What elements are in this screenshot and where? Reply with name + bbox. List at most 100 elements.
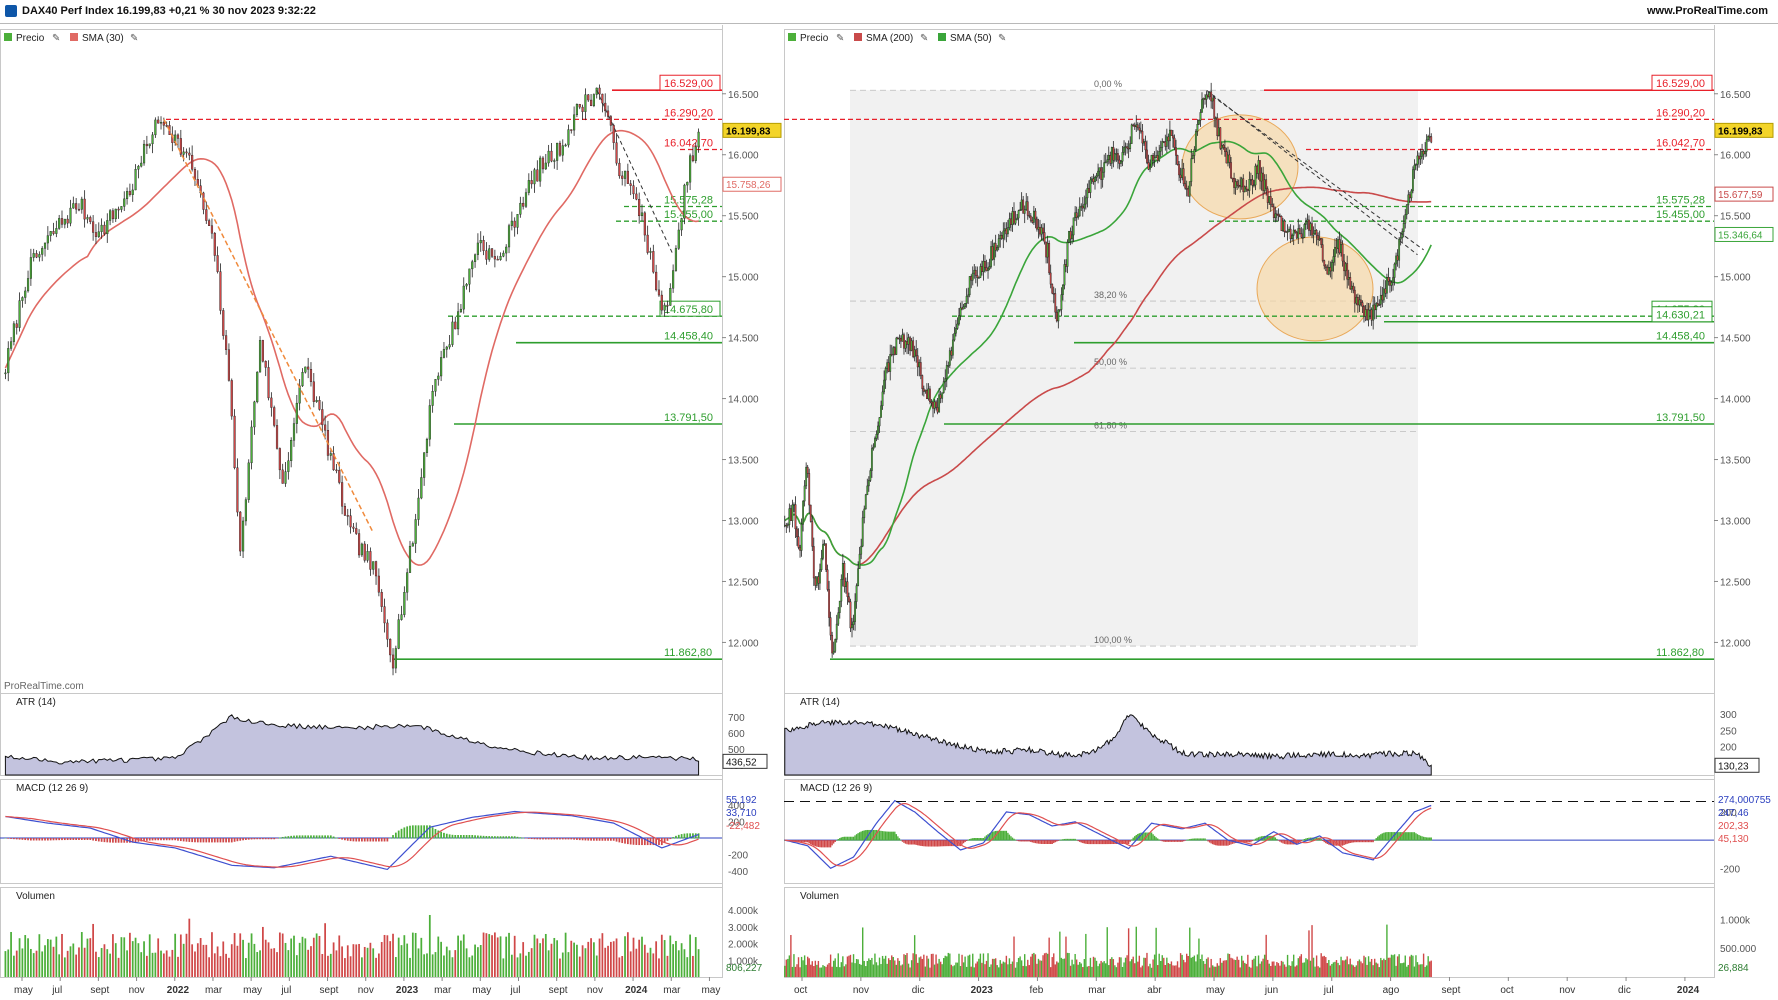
candle (686, 181, 689, 193)
macd-histogram-bar (1144, 832, 1147, 841)
volume-bar (1068, 953, 1070, 977)
candle-body (369, 551, 372, 570)
volume-bar (123, 937, 126, 977)
macd-histogram-bar (1153, 835, 1156, 841)
macd-histogram-bar (1430, 837, 1432, 841)
candle-body (1032, 210, 1035, 223)
macd-histogram-bar (1017, 840, 1020, 842)
macd-histogram-bar (205, 838, 208, 843)
volume-bar (836, 966, 838, 977)
candle-body (655, 271, 658, 291)
macd-histogram-bar (420, 825, 423, 839)
candle (652, 244, 655, 274)
candle-body (1378, 304, 1381, 306)
volume-bar (593, 942, 595, 977)
macd-histogram-bar (129, 838, 131, 843)
volume-bar (930, 953, 933, 977)
volume-bar (1224, 960, 1226, 977)
candle-body (1324, 265, 1327, 268)
candle (49, 230, 52, 242)
volume-bar (112, 934, 114, 977)
volume-bar (1429, 961, 1431, 977)
volume-bar (933, 964, 936, 977)
candle (377, 568, 380, 597)
candle-body (956, 323, 959, 329)
macd-histogram-bar (191, 838, 194, 843)
volume-bar (813, 966, 815, 977)
macd-line (784, 803, 1432, 867)
macd-histogram-bar (1186, 839, 1188, 841)
macd-tick-label: -400 (728, 867, 748, 878)
volume-bar (1031, 953, 1034, 977)
volume-bar (1320, 953, 1322, 977)
candle (629, 180, 632, 196)
candle (852, 614, 855, 631)
atr-value-label: 130,23 (1718, 761, 1749, 772)
candle-body (1190, 158, 1193, 182)
candle-body (1216, 117, 1219, 137)
macd-histogram-bar (1380, 834, 1382, 841)
candle-body (9, 341, 13, 349)
candle (1006, 219, 1009, 238)
candle (872, 443, 875, 451)
volume-bar (1268, 963, 1270, 977)
macd-histogram-bar (1294, 840, 1296, 845)
candle (797, 528, 800, 550)
volume-tick-label: 2.000k (728, 940, 759, 951)
macd-histogram-bar (610, 838, 612, 841)
macd-histogram-bar (823, 840, 826, 848)
candle-body (32, 253, 35, 258)
candle-body (1185, 187, 1188, 190)
candle (1205, 91, 1208, 108)
macd-histogram-bar (1409, 832, 1411, 841)
macd-histogram-bar (460, 835, 462, 839)
candle-body (1390, 282, 1393, 286)
macd-histogram-bar (1181, 840, 1183, 842)
candle-body (258, 340, 262, 373)
volume-bar (1343, 960, 1345, 977)
volume-bar (1160, 960, 1162, 977)
candle (185, 148, 188, 158)
candle-body (471, 261, 474, 270)
volume-bar (259, 950, 261, 977)
candle (556, 142, 559, 170)
candle (32, 248, 35, 262)
chart-right[interactable]: Precio ✎ SMA (200) ✎ SMA (50) ✎0,00 %38,20 %5… (784, 25, 1778, 1000)
candle (1300, 227, 1303, 239)
volume-bar (499, 936, 502, 977)
candle-body (298, 385, 301, 404)
candle-body (1010, 218, 1012, 225)
volume-bar (148, 934, 151, 977)
macd-histogram-bar (556, 838, 558, 840)
candle-body (933, 401, 936, 409)
volume-bar (869, 959, 872, 977)
candle-body (485, 250, 488, 260)
candle (987, 262, 989, 279)
candle-body (1219, 127, 1222, 149)
candle-body (1312, 233, 1315, 236)
volume-bar (1263, 954, 1266, 977)
macd-histogram-bar (1288, 840, 1290, 845)
macd-histogram-bar (312, 835, 315, 839)
volume-bar (839, 967, 841, 977)
macd-histogram-bar (831, 840, 833, 846)
chart-left[interactable]: Precio ✎ SMA (30) ✎16.50016.00015.50015.000… (0, 25, 784, 1000)
macd-histogram-bar (1013, 838, 1015, 841)
candle (301, 368, 304, 387)
macd-histogram-bar (527, 838, 530, 839)
candle-body (892, 347, 895, 355)
candle-body (844, 581, 847, 587)
candle (669, 283, 672, 306)
candle (889, 344, 892, 381)
x-tick-label: abr (1147, 985, 1162, 996)
macd-histogram-bar (1108, 840, 1110, 845)
volume-bar (230, 944, 233, 977)
candle-body (857, 568, 860, 586)
macd-histogram-bar (1054, 840, 1056, 843)
candle-body (1430, 136, 1433, 143)
candle-body (1249, 179, 1252, 181)
volume-bar (86, 938, 89, 977)
candle-body (417, 497, 420, 520)
price-tick-label: 16.000 (728, 151, 759, 162)
volume-bar (431, 954, 434, 977)
